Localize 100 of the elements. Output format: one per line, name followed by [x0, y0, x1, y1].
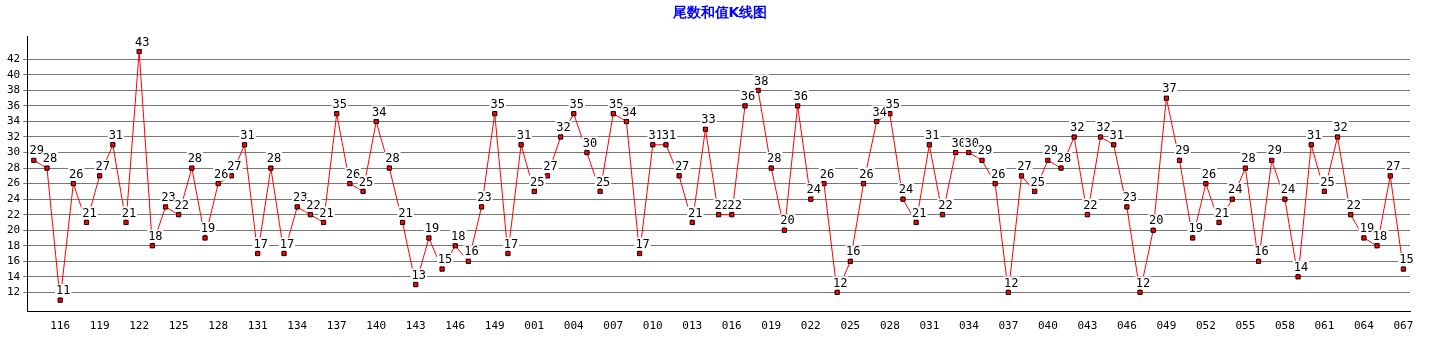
data-label: 27 — [674, 158, 690, 173]
data-label: 17 — [279, 236, 295, 251]
data-label: 36 — [793, 89, 808, 104]
y-tick-label: 30 — [7, 145, 21, 159]
x-tick-label: 143 — [405, 319, 426, 333]
x-tick-label: 128 — [208, 319, 229, 333]
data-label: 28 — [1056, 151, 1072, 166]
x-tick-label: 119 — [89, 319, 110, 333]
data-label: 17 — [253, 236, 268, 251]
data-label: 23 — [1122, 190, 1138, 205]
data-label: 15 — [1399, 252, 1414, 267]
data-label: 18 — [451, 228, 466, 243]
data-label: 26 — [213, 166, 229, 181]
x-tick-label: 031 — [919, 319, 940, 333]
data-label: 12 — [1004, 275, 1019, 290]
data-label: 23 — [477, 190, 492, 205]
x-tick-label: 067 — [1393, 319, 1414, 333]
data-label: 21 — [82, 205, 97, 220]
x-tick-label: 010 — [642, 319, 663, 333]
data-label: 32 — [1069, 120, 1085, 135]
y-tick-label: 34 — [7, 114, 21, 128]
data-label: 27 — [227, 158, 242, 173]
data-label: 30 — [582, 135, 598, 150]
x-tick-label: 043 — [1077, 319, 1098, 333]
data-label: 22 — [727, 197, 743, 212]
x-tick-label: 137 — [326, 319, 347, 333]
data-label: 35 — [332, 96, 347, 111]
chart-title: 尾数和值K线图 — [671, 4, 769, 22]
x-tick-label: 116 — [50, 319, 71, 333]
data-label: 16 — [846, 244, 861, 259]
data-label: 26 — [819, 166, 835, 181]
data-label: 38 — [753, 73, 769, 88]
data-label: 32 — [1333, 120, 1348, 135]
data-label: 21 — [319, 205, 334, 220]
y-tick-label: 12 — [7, 285, 21, 299]
data-label: 21 — [121, 205, 137, 220]
y-tick-label: 40 — [7, 67, 21, 81]
data-label: 29 — [1267, 143, 1282, 158]
data-label: 15 — [437, 252, 453, 267]
x-tick-label: 055 — [1235, 319, 1256, 333]
y-tick-label: 36 — [7, 98, 21, 112]
data-label: 24 — [898, 182, 914, 197]
x-tick-label: 034 — [958, 319, 980, 333]
data-label: 27 — [95, 158, 110, 173]
data-label: 16 — [1254, 244, 1269, 259]
data-label: 31 — [240, 127, 255, 142]
data-label: 25 — [1320, 174, 1335, 189]
data-label: 34 — [622, 104, 637, 119]
data-label: 29 — [977, 143, 993, 158]
x-tick-label: 040 — [1037, 319, 1058, 333]
y-tick-label: 20 — [7, 223, 21, 237]
data-label: 36 — [740, 89, 756, 104]
data-label: 28 — [1241, 151, 1256, 166]
data-label: 26 — [1201, 166, 1217, 181]
data-label: 37 — [1162, 81, 1177, 96]
data-label: 19 — [200, 221, 216, 236]
x-tick-label: 016 — [721, 319, 742, 333]
x-tick-label: 140 — [366, 319, 387, 333]
data-label: 27 — [543, 158, 558, 173]
y-tick-label: 38 — [7, 83, 21, 97]
data-label: 18 — [148, 228, 163, 243]
data-label: 29 — [1175, 143, 1190, 158]
data-label: 34 — [872, 104, 887, 119]
y-tick-label: 16 — [7, 254, 21, 268]
data-label: 22 — [1083, 197, 1098, 212]
x-tick-label: 131 — [247, 319, 268, 333]
data-label: 22 — [174, 197, 189, 212]
data-label: 17 — [635, 236, 650, 251]
data-label: 22 — [938, 197, 953, 212]
x-tick-label: 049 — [1156, 319, 1177, 333]
data-label: 21 — [688, 205, 703, 220]
y-tick-label: 22 — [7, 207, 21, 221]
data-label: 31 — [648, 127, 663, 142]
data-label: 35 — [609, 96, 624, 111]
x-tick-label: 061 — [1314, 319, 1335, 333]
data-label: 25 — [530, 174, 545, 189]
data-label: 17 — [503, 236, 519, 251]
data-label: 21 — [1214, 205, 1230, 220]
y-tick-label: 42 — [7, 52, 21, 66]
data-label: 34 — [372, 104, 387, 119]
y-tick-label: 28 — [7, 160, 21, 174]
data-label: 28 — [266, 151, 282, 166]
x-tick-label: 007 — [603, 319, 624, 333]
data-label: 31 — [1307, 127, 1322, 142]
data-label: 30 — [964, 135, 980, 150]
data-label: 24 — [806, 182, 822, 197]
data-label: 24 — [1227, 182, 1243, 197]
y-tick-label: 26 — [7, 176, 21, 190]
data-label: 22 — [1346, 197, 1361, 212]
data-label: 31 — [1109, 127, 1124, 142]
data-label: 32 — [1096, 120, 1111, 135]
data-label: 19 — [1188, 221, 1203, 236]
data-label: 31 — [516, 127, 532, 142]
data-label: 25 — [1030, 174, 1045, 189]
y-tick-label: 32 — [7, 129, 21, 143]
data-label: 21 — [911, 205, 927, 220]
data-label: 20 — [1148, 213, 1164, 228]
data-label: 24 — [1280, 182, 1296, 197]
data-label: 35 — [490, 96, 505, 111]
x-tick-label: 013 — [682, 319, 703, 333]
